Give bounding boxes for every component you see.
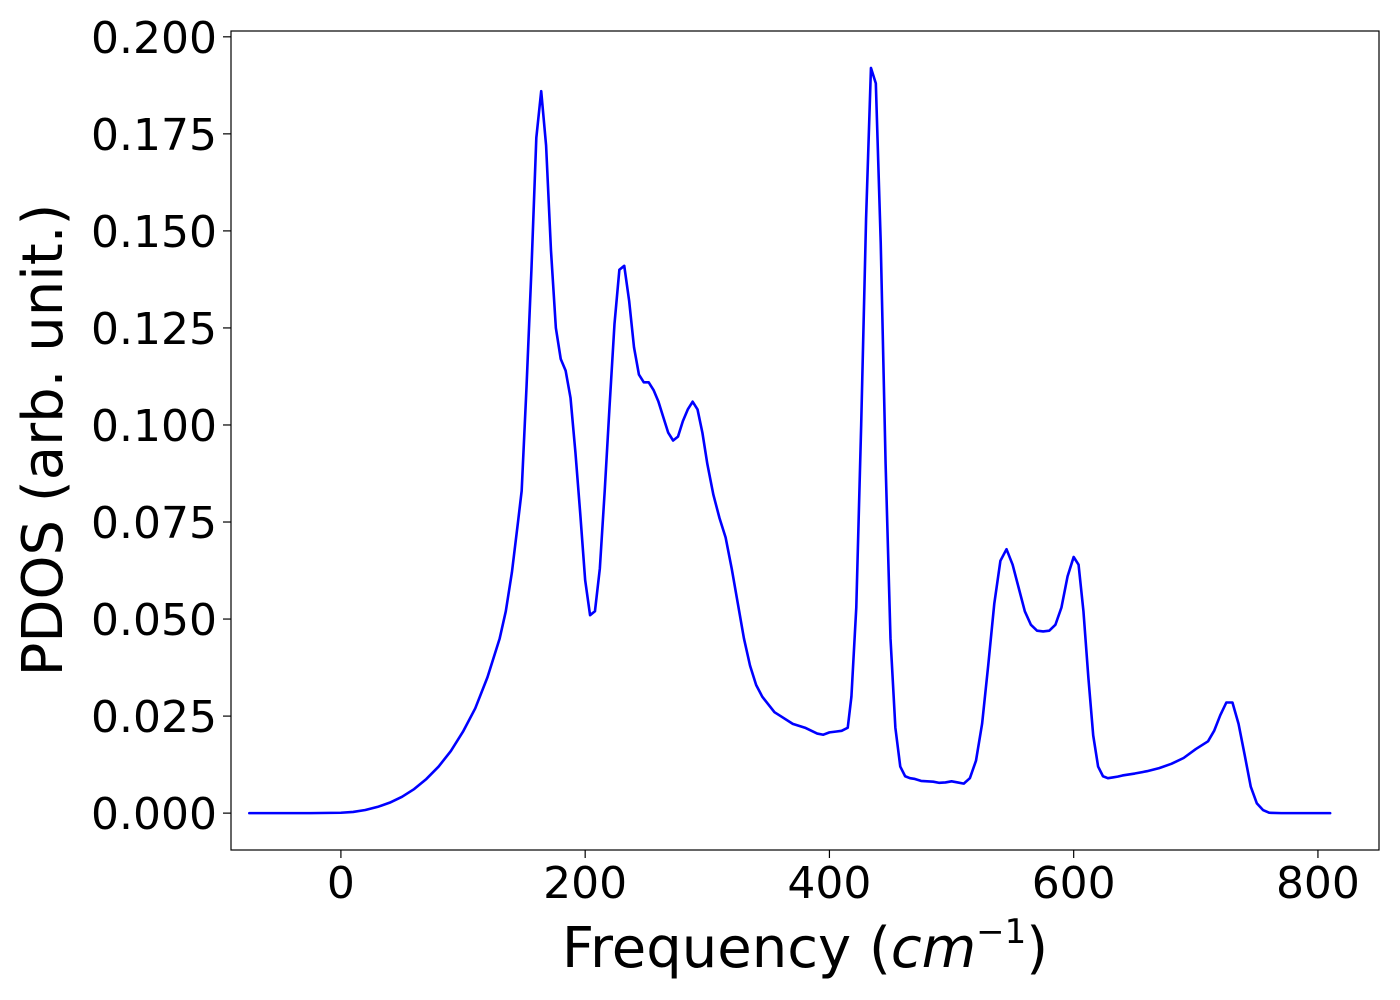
y-tick-label: 0.100 — [91, 401, 217, 452]
y-tick-label: 0.050 — [91, 595, 217, 646]
y-tick-label: 0.200 — [91, 13, 217, 64]
y-axis-label: PDOS (arb. unit.) — [11, 204, 76, 677]
plot-frame — [230, 30, 1380, 851]
x-axis-label: Frequency (cm−1) — [562, 912, 1048, 981]
x-tick-label: 200 — [543, 858, 627, 909]
x-axis-ticks: 0 200 400 600 800 — [327, 850, 1360, 909]
y-tick-label: 0.075 — [91, 498, 217, 549]
x-tick-label: 800 — [1276, 858, 1360, 909]
y-tick-label: 0.175 — [91, 110, 217, 161]
y-tick-label: 0.025 — [91, 692, 217, 743]
y-tick-label: 0.125 — [91, 304, 217, 355]
x-tick-label: 0 — [327, 858, 355, 909]
y-tick-label: 0.150 — [91, 207, 217, 258]
x-tick-label: 600 — [1032, 858, 1116, 909]
y-axis-ticks: 0.000 0.025 0.050 0.075 0.100 0.125 0.150 0.175… — [91, 13, 231, 840]
y-tick-label: 0.000 — [91, 789, 217, 840]
pdos-series-line — [248, 66, 1332, 815]
x-tick-label: 400 — [787, 858, 871, 909]
